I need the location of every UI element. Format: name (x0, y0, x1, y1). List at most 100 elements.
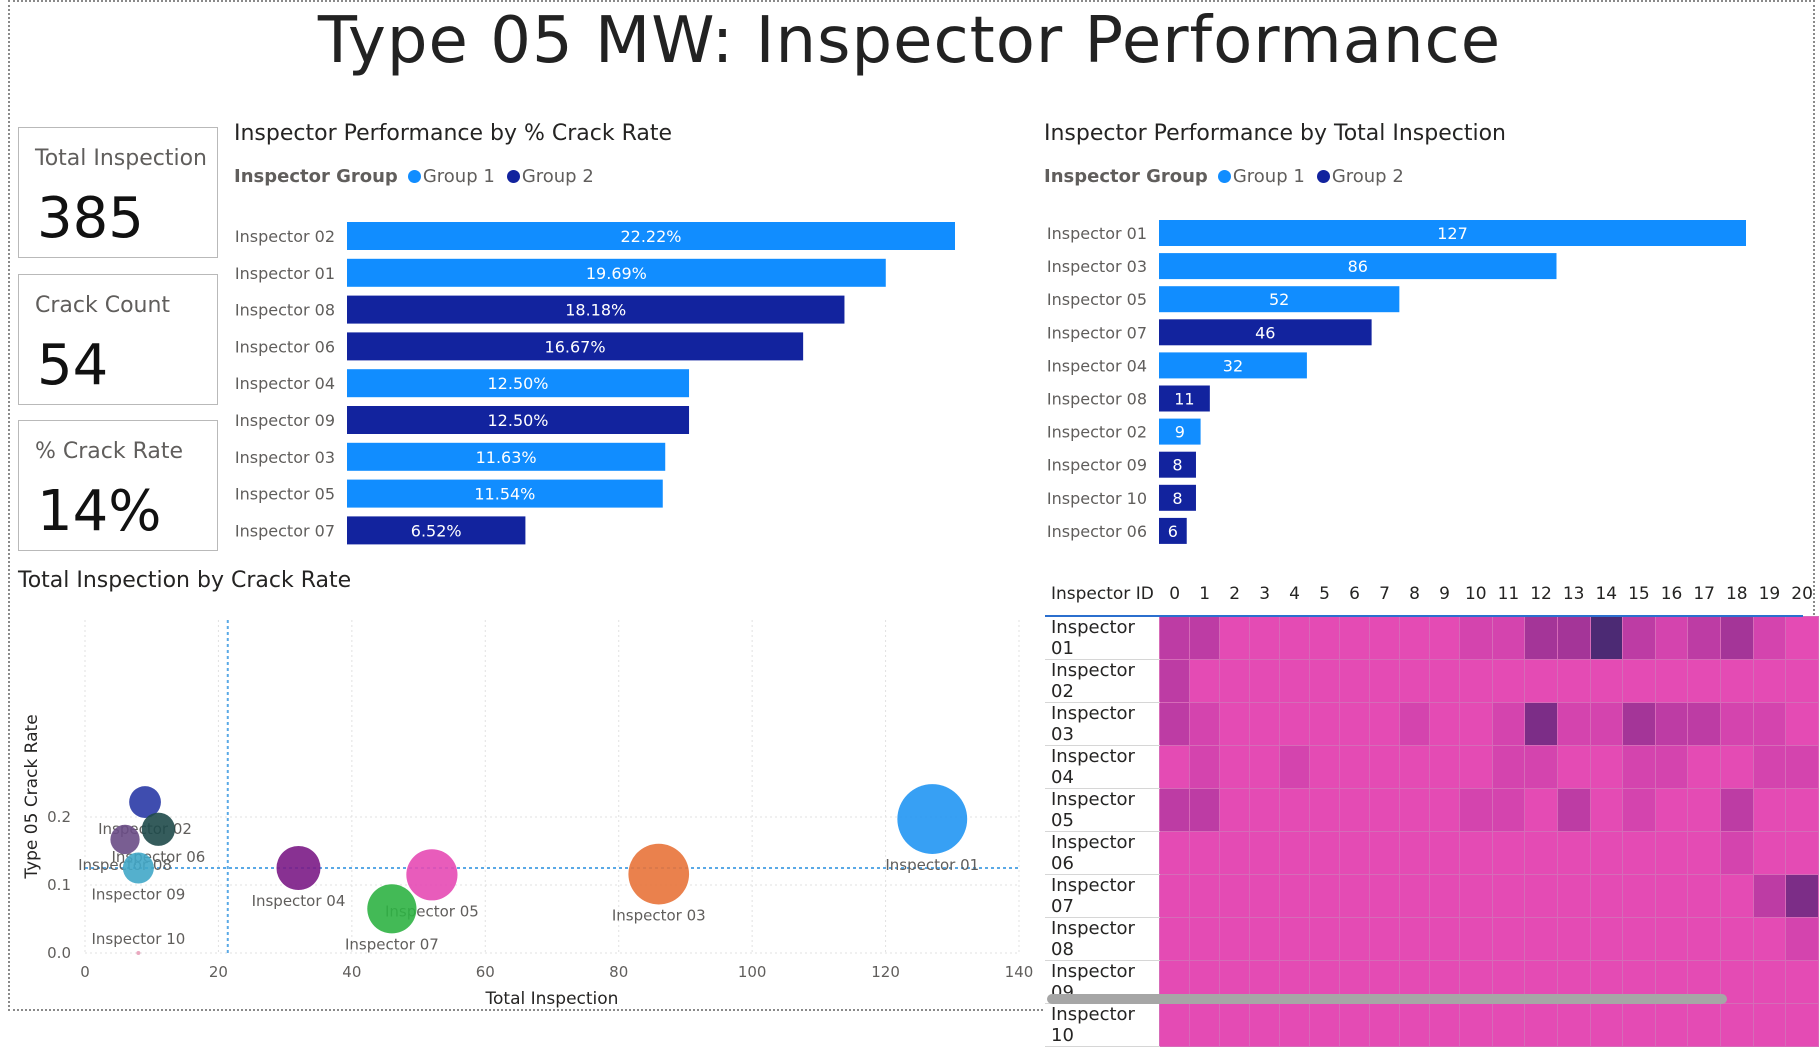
heatmap-cell[interactable] (1189, 744, 1221, 789)
heatmap-cell[interactable] (1309, 830, 1341, 875)
heatmap-cell[interactable] (1687, 701, 1721, 746)
heatmap-cell[interactable] (1159, 916, 1191, 961)
heatmap-cell[interactable] (1279, 658, 1311, 703)
heatmap-cell[interactable] (1279, 744, 1311, 789)
heatmap-cell[interactable] (1556, 1002, 1591, 1047)
bar[interactable] (347, 369, 690, 398)
heatmap-cell[interactable] (1622, 916, 1656, 961)
heatmap-cell[interactable] (1159, 873, 1191, 918)
bar[interactable] (1159, 418, 1201, 445)
scatter-point[interactable] (129, 786, 161, 818)
heatmap-cell[interactable] (1720, 916, 1754, 961)
heatmap-cell[interactable] (1279, 787, 1311, 832)
heatmap-cell[interactable] (1491, 701, 1526, 746)
heatmap-cell[interactable] (1309, 1002, 1341, 1047)
scatter-point[interactable] (367, 884, 417, 934)
heatmap-cell[interactable] (1339, 701, 1371, 746)
heatmap-cell[interactable] (1491, 916, 1526, 961)
heatmap-cell[interactable] (1339, 658, 1371, 703)
heatmap-cell[interactable] (1622, 873, 1656, 918)
heatmap-cell[interactable] (1556, 744, 1591, 789)
heatmap-cell[interactable] (1491, 1002, 1526, 1047)
card-crack-count[interactable]: Crack Count 54 (18, 274, 218, 405)
card-crack-rate[interactable]: % Crack Rate 14% (18, 420, 218, 551)
heatmap-cell[interactable] (1687, 616, 1721, 660)
heatmap-cell[interactable] (1459, 916, 1493, 961)
bar[interactable] (1159, 352, 1307, 379)
heatmap-cell[interactable] (1720, 658, 1754, 703)
heatmap-cell[interactable] (1752, 787, 1787, 832)
heatmap-cell[interactable] (1752, 873, 1787, 918)
heatmap-cell[interactable] (1339, 616, 1371, 660)
heatmap-cell[interactable] (1687, 830, 1721, 875)
heatmap-cell[interactable] (1785, 1002, 1819, 1047)
heatmap-cell[interactable] (1309, 658, 1341, 703)
heatmap-cell[interactable] (1687, 744, 1721, 789)
heatmap-cell[interactable] (1339, 787, 1371, 832)
heatmap-cell[interactable] (1785, 959, 1819, 1004)
heatmap-cell[interactable] (1556, 787, 1591, 832)
heatmap-cell[interactable] (1720, 616, 1754, 660)
heatmap-cell[interactable] (1491, 658, 1526, 703)
heatmap-cell[interactable] (1399, 916, 1431, 961)
heatmap-cell[interactable] (1720, 787, 1754, 832)
heatmap-cell[interactable] (1622, 830, 1656, 875)
heatmap-cell[interactable] (1720, 830, 1754, 875)
heatmap-cell[interactable] (1589, 916, 1624, 961)
heatmap-cell[interactable] (1654, 873, 1689, 918)
heatmap-cell[interactable] (1720, 744, 1754, 789)
heatmap-cell[interactable] (1429, 830, 1460, 875)
heatmap-cell[interactable] (1369, 916, 1401, 961)
heatmap-cell[interactable] (1279, 1002, 1311, 1047)
bar[interactable] (347, 406, 690, 434)
heatmap-cell[interactable] (1491, 873, 1526, 918)
bar[interactable] (347, 442, 666, 471)
heatmap-cell[interactable] (1752, 830, 1787, 875)
heatmap-cell[interactable] (1249, 873, 1281, 918)
heatmap-cell[interactable] (1622, 616, 1656, 660)
heatmap-cell[interactable] (1752, 658, 1787, 703)
heatmap-cell[interactable] (1654, 1002, 1689, 1047)
heatmap-cell[interactable] (1399, 616, 1431, 660)
heatmap-cell[interactable] (1687, 658, 1721, 703)
heatmap-cell[interactable] (1279, 616, 1311, 660)
bar[interactable] (1159, 253, 1557, 280)
heatmap-cell[interactable] (1622, 1002, 1656, 1047)
heatmap-cell[interactable] (1654, 701, 1689, 746)
heatmap-cell[interactable] (1524, 658, 1558, 703)
heatmap-cell[interactable] (1785, 616, 1819, 660)
heatmap-cell[interactable] (1249, 658, 1281, 703)
heatmap-cell[interactable] (1249, 616, 1281, 660)
heatmap-cell[interactable] (1687, 787, 1721, 832)
heatmap-cell[interactable] (1785, 873, 1819, 918)
bar[interactable] (1159, 451, 1196, 478)
heatmap-cell[interactable] (1159, 744, 1191, 789)
heatmap-cell[interactable] (1524, 916, 1558, 961)
heatmap-cell[interactable] (1491, 616, 1526, 660)
heatmap-cell[interactable] (1309, 701, 1341, 746)
bar[interactable] (1159, 286, 1400, 313)
legend-item-group1[interactable]: Group 1 (1217, 166, 1305, 187)
heatmap-cell[interactable] (1687, 873, 1721, 918)
heatmap-cell[interactable] (1219, 744, 1251, 789)
heatmap-cell[interactable] (1752, 744, 1787, 789)
heatmap-cell[interactable] (1589, 830, 1624, 875)
heatmap-cell[interactable] (1654, 658, 1689, 703)
heatmap-cell[interactable] (1589, 658, 1624, 703)
heatmap-cell[interactable] (1491, 744, 1526, 789)
heatmap-cell[interactable] (1369, 701, 1401, 746)
heatmap-cell[interactable] (1249, 744, 1281, 789)
heatmap-cell[interactable] (1524, 873, 1558, 918)
heatmap-cell[interactable] (1720, 1002, 1754, 1047)
heatmap-cell[interactable] (1524, 1002, 1558, 1047)
heatmap-cell[interactable] (1399, 1002, 1431, 1047)
heatmap-cell[interactable] (1159, 658, 1191, 703)
heatmap-cell[interactable] (1219, 787, 1251, 832)
heatmap-cell[interactable] (1459, 787, 1493, 832)
heatmap-cell[interactable] (1720, 701, 1754, 746)
bar[interactable] (347, 479, 663, 508)
heatmap-cell[interactable] (1309, 744, 1341, 789)
heatmap-cell[interactable] (1249, 787, 1281, 832)
heatmap-cell[interactable] (1524, 830, 1558, 875)
scatter-point[interactable] (628, 843, 690, 905)
